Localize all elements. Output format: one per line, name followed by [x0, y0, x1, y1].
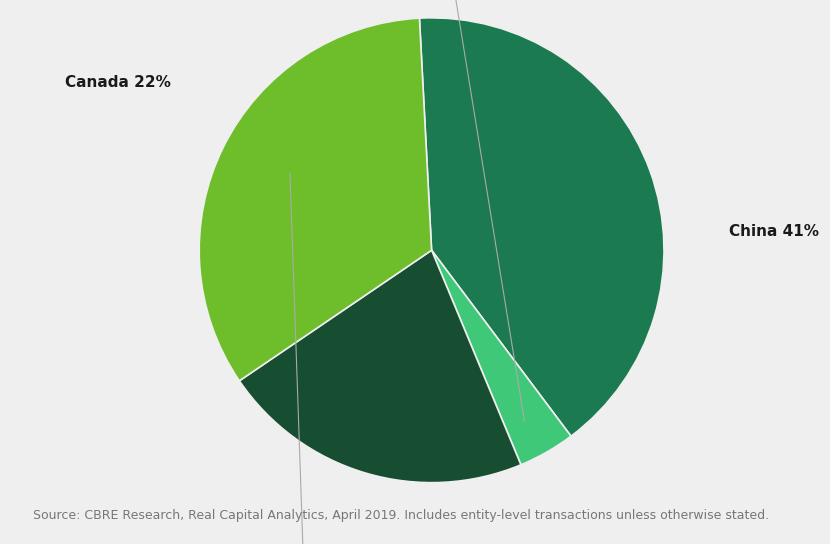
Text: Singapore 34%: Singapore 34% [246, 173, 362, 544]
Text: Source: CBRE Research, Real Capital Analytics, April 2019. Includes entity-level: Source: CBRE Research, Real Capital Anal… [33, 509, 769, 522]
Wedge shape [239, 250, 521, 483]
Text: Luxembourg 4%: Luxembourg 4% [381, 0, 525, 422]
Wedge shape [432, 250, 571, 465]
Text: China 41%: China 41% [729, 224, 819, 239]
Wedge shape [199, 18, 432, 381]
Text: Canada 22%: Canada 22% [66, 76, 171, 90]
Wedge shape [419, 18, 664, 436]
